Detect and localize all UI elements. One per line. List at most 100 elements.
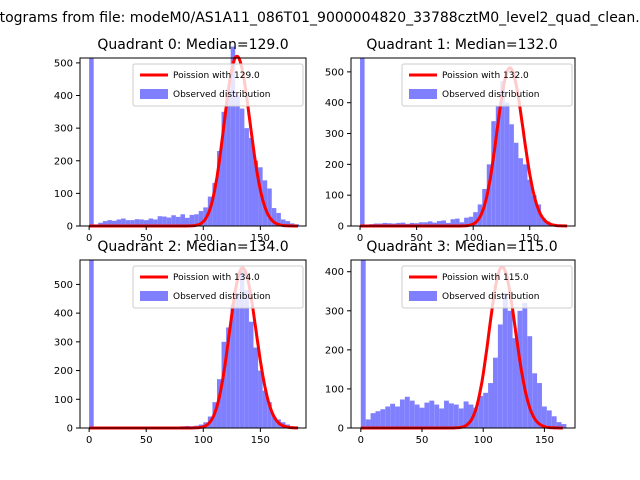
histogram-bar [495, 105, 501, 226]
histogram-bar [424, 402, 430, 428]
histogram-bar [98, 222, 103, 226]
subplot-quadrant-3: 0 50 100 150 0 100 200 300 400 Poission with 115.… [325, 239, 576, 446]
y-tick-label: 100 [54, 395, 73, 406]
histogram-bar [504, 102, 510, 226]
histogram-bar [370, 413, 376, 428]
y-tick-label: 100 [325, 384, 344, 395]
histogram-bar [518, 158, 523, 226]
y-tick-label: 400 [54, 309, 73, 320]
legend-bar-swatch [140, 291, 168, 301]
histogram-bar [360, 260, 366, 428]
histogram-bar [267, 402, 272, 428]
histogram-bar [139, 219, 144, 226]
y-tick-label: 500 [325, 67, 344, 78]
histogram-bar [414, 404, 420, 428]
subplot-title: Quadrant 3: Median=115.0 [366, 239, 557, 255]
histogram-bar [419, 407, 425, 428]
histogram-bar [258, 370, 263, 428]
histogram-bar [458, 408, 464, 428]
subplot-title: Quadrant 0: Median=129.0 [97, 37, 288, 53]
legend-bar-swatch [409, 89, 437, 99]
legend-bar-label: Observed distribution [442, 90, 539, 100]
histogram-bar [556, 422, 562, 428]
histogram-bar [400, 222, 406, 226]
histogram-bar [448, 403, 454, 428]
histogram-bar [89, 260, 94, 428]
histogram-bar [483, 392, 489, 428]
histogram-bar [89, 58, 94, 226]
histogram-bar [478, 395, 484, 428]
axes-frame [350, 259, 576, 429]
y-tick-label: 0 [67, 424, 73, 435]
histogram-bar [365, 419, 371, 428]
legend-box [132, 63, 304, 107]
x-tick-label: 100 [194, 435, 213, 446]
histogram-bar [130, 220, 135, 226]
histogram-bar [473, 407, 479, 428]
subplot-quadrant-2: 0 50 100 150 0 100 200 300 400 500 Poission with 1… [54, 239, 307, 446]
x-tick-label: 0 [357, 233, 363, 244]
histogram-bar [216, 150, 222, 226]
y-tick-label: 200 [54, 366, 73, 377]
histogram-bar [468, 216, 474, 226]
histogram-bar [404, 396, 410, 428]
histogram-bar [459, 222, 465, 226]
x-tick-label: 50 [416, 435, 429, 446]
histogram-bar [189, 214, 195, 226]
histogram-bar [248, 137, 254, 226]
y-tick-label: 300 [54, 124, 73, 135]
y-tick-label: 500 [54, 280, 73, 291]
histogram-bar [280, 219, 286, 226]
histogram-bar [439, 408, 445, 428]
figure-title: Histograms from file: modeM0/AS1A11_086T… [0, 10, 640, 26]
histogram-bar [429, 400, 435, 428]
histogram-bar [513, 142, 519, 226]
histogram-bar [522, 302, 528, 428]
histogram-bar [434, 404, 440, 428]
histogram-bar [446, 222, 451, 226]
histogram-bar [507, 310, 513, 428]
histogram-bar [185, 217, 190, 226]
legend-bar-label: Observed distribution [442, 292, 539, 302]
histogram-bar [239, 108, 245, 226]
y-tick-label: 0 [67, 222, 73, 233]
y-tick-label: 100 [54, 189, 73, 200]
histogram-bar [375, 411, 381, 428]
histogram-bar [102, 221, 108, 226]
histogram-bar [244, 290, 249, 428]
x-tick-label: 150 [535, 435, 554, 446]
histogram-bar [148, 218, 154, 226]
axes-frame [350, 57, 576, 227]
histogram-bar [444, 400, 449, 428]
histogram-bar [171, 215, 176, 226]
y-tick-label: 100 [325, 191, 344, 202]
histogram-bar [512, 338, 518, 428]
legend-bar-swatch [140, 89, 168, 99]
x-tick-label: 0 [86, 233, 92, 244]
histogram-bar [271, 208, 277, 226]
histogram-bar [116, 219, 122, 226]
y-tick-label: 300 [54, 337, 73, 348]
axes-frame [79, 57, 307, 227]
y-tick-label: 200 [325, 160, 344, 171]
histogram-bar [532, 373, 538, 428]
histogram-bar [253, 160, 259, 226]
histogram-bar [527, 336, 533, 428]
legend-line-label: Poission with 132.0 [442, 71, 529, 81]
legend-bar-swatch [409, 291, 437, 301]
histogram-bar [276, 212, 281, 226]
x-tick-label: 100 [474, 435, 493, 446]
x-tick-label: 150 [251, 233, 270, 244]
legend: Poission with 134.0 Observed distribution [132, 265, 304, 309]
histogram-bar [390, 403, 396, 428]
histogram-bar [248, 321, 254, 428]
y-tick-label: 0 [338, 424, 344, 435]
histogram-bar [427, 221, 433, 226]
histogram-bar [453, 404, 459, 428]
legend: Poission with 129.0 Observed distribution [132, 63, 304, 107]
subplot-quadrant-1: 0 50 100 150 0 100 200 300 400 500 Poission with 1… [325, 37, 576, 244]
histogram-bar [235, 95, 240, 227]
y-tick-label: 300 [325, 129, 344, 140]
histogram-bar [492, 357, 498, 428]
